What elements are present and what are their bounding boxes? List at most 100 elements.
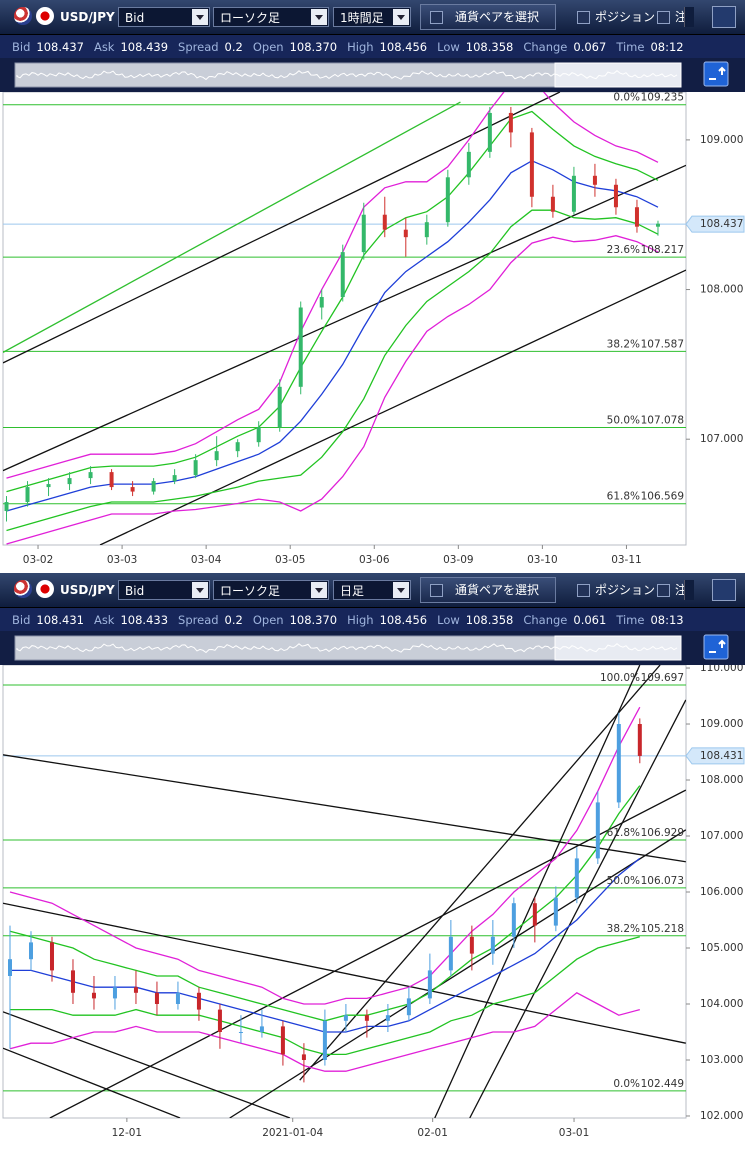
y-tick-label: 103.000 <box>700 1054 743 1066</box>
quote-label: Change <box>523 39 568 54</box>
y-tick-label: 109.000 <box>700 718 743 730</box>
candle-body <box>490 936 495 954</box>
trendline <box>99 269 686 545</box>
fib-level-price: 109.235 <box>641 92 684 104</box>
quote-value: 0.067 <box>573 39 607 54</box>
menu-icon[interactable] <box>684 580 694 600</box>
dropdown-arrow[interactable] <box>192 582 208 598</box>
candle-body <box>91 992 96 999</box>
x-tick-label: 03-02 <box>23 554 54 566</box>
indicator-line <box>9 992 640 1072</box>
order-checkbox[interactable] <box>657 11 670 24</box>
candle-body <box>4 502 9 512</box>
minimize-button[interactable] <box>712 6 736 28</box>
navigator-toggle-button[interactable] <box>703 634 729 660</box>
candle-body <box>235 442 240 452</box>
candle-body <box>88 472 93 479</box>
us-flag-icon <box>14 7 32 25</box>
candle-body <box>46 484 51 488</box>
candle-body <box>214 451 219 461</box>
fib-level-price: 106.929 <box>641 827 684 839</box>
quote-label: Open <box>252 39 284 54</box>
x-tick-label: 03-10 <box>527 554 558 566</box>
x-tick-label: 03-11 <box>611 554 642 566</box>
toolbar: USD/JPY Bid ローソク足 1時間足 通貨ペアを選択 ポジション注 <box>0 0 745 35</box>
candle-body <box>511 903 516 937</box>
indicator-line <box>6 110 659 493</box>
navigator-toggle-icon <box>709 639 726 653</box>
candle-body <box>487 112 492 152</box>
fib-level-price: 105.218 <box>641 923 684 935</box>
position-checkbox[interactable] <box>577 584 590 597</box>
quote-label: Change <box>523 612 568 627</box>
dropdown-arrow[interactable] <box>311 9 327 25</box>
plot-area <box>2 665 687 1119</box>
candle-body <box>634 207 639 227</box>
candle-body <box>553 897 558 926</box>
trendline <box>434 665 641 1118</box>
dropdown[interactable]: 日足 <box>333 580 411 600</box>
quote-value: 08:12 <box>650 39 684 54</box>
candle-body <box>298 307 303 387</box>
candle-body <box>550 196 555 212</box>
dropdown[interactable]: Bid <box>118 580 210 600</box>
quote-label: Spread <box>178 612 219 627</box>
y-tick-label: 104.000 <box>700 998 743 1010</box>
current-price-label: 108.437 <box>700 218 743 230</box>
candle-body <box>319 297 324 308</box>
position-checkbox[interactable] <box>577 11 590 24</box>
quote-label: Bid <box>12 39 31 54</box>
quote-label: Time <box>616 612 645 627</box>
candle-body <box>616 724 621 803</box>
quote-label: High <box>347 39 374 54</box>
y-tick-label: 108.000 <box>700 774 743 786</box>
x-tick-label: 02-01 <box>417 1127 448 1139</box>
x-tick-label: 03-01 <box>559 1127 590 1139</box>
candle-body <box>49 942 54 971</box>
quote-value: 108.358 <box>465 612 514 627</box>
current-price-tag <box>685 215 745 233</box>
fib-level-percent: 0.0% <box>613 1078 640 1090</box>
indicator-line <box>6 209 659 532</box>
candle-body <box>280 1026 285 1055</box>
dropdown[interactable]: 1時間足 <box>333 7 411 27</box>
plot-layer <box>3 92 686 545</box>
dropdown[interactable]: ローソク足 <box>213 7 329 27</box>
indicator-line <box>9 706 641 1005</box>
candle-body <box>574 858 579 898</box>
candle-body <box>154 992 159 1004</box>
menu-icon[interactable] <box>684 7 694 27</box>
select-pair-checkbox[interactable] <box>430 584 443 597</box>
order-checkbox[interactable] <box>657 584 670 597</box>
quote-label: High <box>347 612 374 627</box>
minimize-button[interactable] <box>712 579 736 601</box>
fib-level-percent: 100.0% <box>600 672 640 684</box>
candle-body <box>172 475 177 482</box>
dropdown-arrow[interactable] <box>393 582 409 598</box>
trendline <box>3 101 461 353</box>
quote-label: Ask <box>93 612 115 627</box>
dropdown-arrow[interactable] <box>311 582 327 598</box>
candle-body <box>259 1026 264 1032</box>
position-label: ポジション <box>595 583 656 597</box>
jp-flag-icon <box>36 580 54 598</box>
dropdown[interactable]: ローソク足 <box>213 580 329 600</box>
y-tick-label: 107.000 <box>700 433 743 445</box>
candle-body <box>7 959 12 976</box>
candle-body <box>70 970 75 993</box>
candle-body <box>364 1015 369 1021</box>
quote-value: 108.431 <box>36 612 84 627</box>
dropdown-arrow[interactable] <box>192 9 208 25</box>
select-pair-checkbox[interactable] <box>430 11 443 24</box>
candle-body <box>238 1031 243 1033</box>
trendline <box>3 902 686 1044</box>
dropdown-arrow[interactable] <box>393 9 409 25</box>
candle-body <box>427 970 432 999</box>
dropdown[interactable]: Bid <box>118 7 210 27</box>
navigator-toggle-button[interactable] <box>703 61 729 87</box>
navigator <box>0 631 745 665</box>
indicator-line <box>6 160 659 512</box>
dropdown-value: ローソク足 <box>220 584 281 598</box>
x-tick-label: 2021-01-04 <box>262 1127 323 1139</box>
candle-body <box>130 487 135 492</box>
